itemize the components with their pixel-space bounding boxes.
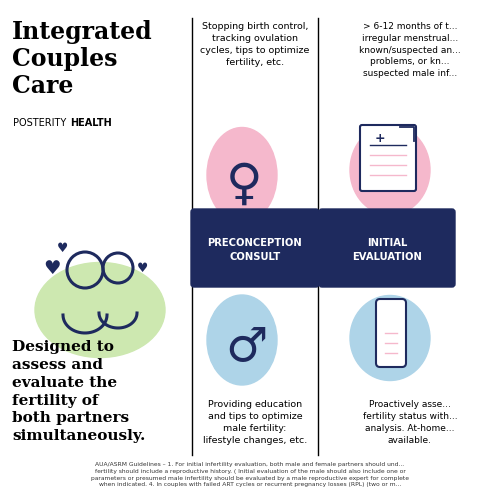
Text: Designed to
assess and
evaluate the
fertility of
both partners
simultaneously.: Designed to assess and evaluate the fert…: [12, 340, 145, 443]
Text: Integrated
Couples
Care: Integrated Couples Care: [12, 20, 152, 98]
Text: PRECONCEPTION
CONSULT: PRECONCEPTION CONSULT: [208, 238, 302, 262]
Text: ♥: ♥: [56, 242, 68, 254]
Text: Providing education
and tips to optimize
male fertility:
lifestyle changes, etc.: Providing education and tips to optimize…: [203, 400, 307, 446]
Ellipse shape: [207, 295, 277, 385]
Text: HEALTH: HEALTH: [70, 118, 112, 128]
Ellipse shape: [35, 262, 165, 358]
Text: POSTERITY: POSTERITY: [13, 118, 66, 128]
Ellipse shape: [350, 296, 430, 380]
Text: ♀: ♀: [226, 161, 262, 209]
Text: ♥: ♥: [138, 262, 148, 274]
Text: +: +: [374, 132, 386, 145]
Text: ♂: ♂: [225, 326, 267, 370]
FancyBboxPatch shape: [191, 209, 319, 287]
Text: Proactively asse...
fertility status with...
analysis. At-home...
available.: Proactively asse... fertility status wit…: [362, 400, 458, 446]
Text: AUA/ASRM Guidelines – 1. For initial infertility evaluation, both male and femal: AUA/ASRM Guidelines – 1. For initial inf…: [91, 462, 409, 487]
Ellipse shape: [207, 128, 277, 222]
Text: INITIAL
EVALUATION: INITIAL EVALUATION: [352, 238, 422, 262]
FancyBboxPatch shape: [376, 299, 406, 367]
FancyBboxPatch shape: [360, 125, 416, 191]
Text: ♥: ♥: [44, 258, 61, 278]
Text: > 6-12 months of t...
irregular menstrual...
known/suspected an...
problems, or : > 6-12 months of t... irregular menstrua…: [359, 22, 461, 78]
Text: Stopping birth control,
tracking ovulation
cycles, tips to optimize
fertility, e: Stopping birth control, tracking ovulati…: [200, 22, 310, 68]
FancyBboxPatch shape: [319, 209, 455, 287]
Ellipse shape: [350, 125, 430, 215]
